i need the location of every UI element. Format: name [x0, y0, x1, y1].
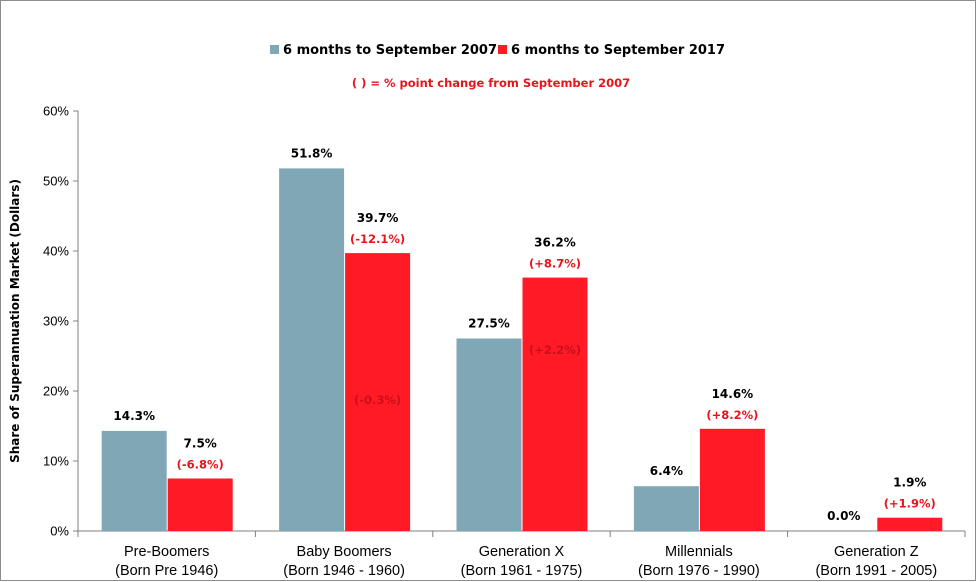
y-tick-label: 20%: [43, 384, 69, 399]
inner-change-label: (-0.3%): [354, 393, 401, 407]
value-label-2007: 6.4%: [650, 464, 683, 478]
x-category-sublabel: (Born 1961 - 1975): [461, 563, 583, 579]
x-category-sublabel: (Born 1976 - 1990): [638, 563, 760, 579]
x-category-label: Generation Z: [834, 544, 919, 560]
value-label-2007: 0.0%: [827, 509, 860, 523]
bar-2007: [101, 430, 167, 531]
legend: 6 months to September 2007 6 months to S…: [270, 43, 725, 58]
y-tick-label: 40%: [43, 244, 69, 259]
x-category-sublabel: (Born 1946 - 1960): [283, 563, 405, 579]
bar-2007: [456, 338, 522, 531]
x-category-sublabel: (Born Pre 1946): [115, 563, 218, 579]
y-axis: 0% 10% 20% 30% 40% 50% 60%: [43, 104, 79, 539]
y-tick-label: 60%: [43, 104, 69, 119]
y-tick-label: 50%: [43, 174, 69, 189]
value-label-2017: 39.7%: [357, 211, 399, 225]
y-tick-label: 30%: [43, 314, 69, 329]
x-category-label: Generation X: [479, 544, 565, 560]
legend-swatch-2007: [270, 45, 279, 54]
bar-2017: [699, 428, 765, 531]
change-label-2017: (+8.7%): [529, 257, 581, 271]
value-label-2007: 51.8%: [291, 146, 333, 160]
legend-swatch-2017: [498, 45, 507, 54]
x-category-label: Millennials: [665, 544, 733, 560]
change-label-2017: (-12.1%): [350, 232, 405, 246]
x-category-label: Pre-Boomers: [124, 544, 209, 560]
change-label-2017: (-6.8%): [177, 458, 224, 472]
legend-label-2017: 6 months to September 2017: [511, 43, 725, 58]
bar-2017: [167, 478, 233, 531]
bar-2017: [345, 253, 411, 531]
value-label-2017: 36.2%: [534, 236, 576, 250]
value-label-2007: 27.5%: [468, 317, 510, 331]
bars: [101, 168, 943, 531]
inner-change-label: (+2.2%): [529, 343, 581, 357]
change-label-2017: (+1.9%): [884, 497, 936, 511]
value-label-2017: 1.9%: [893, 476, 926, 490]
change-label-2017: (+8.2%): [706, 408, 758, 422]
y-axis-label: Share of Superannuation Market (Dollars): [8, 179, 22, 463]
bar-2007: [279, 168, 345, 531]
x-category-label: Baby Boomers: [297, 544, 392, 560]
y-tick-label: 0%: [50, 524, 69, 539]
bar-2017: [877, 517, 943, 531]
bar-2017: [522, 277, 588, 531]
x-category-sublabel: (Born 1991 - 2005): [815, 563, 937, 579]
value-label-2017: 7.5%: [184, 437, 217, 451]
y-tick-label: 10%: [43, 454, 69, 469]
x-axis: Pre-Boomers (Born Pre 1946) Baby Boomers (B…: [77, 530, 966, 579]
value-label-2007: 14.3%: [113, 409, 155, 423]
data-labels: 14.3% 51.8% 27.5% 6.4% 0.0% 7.5% (-6.8%) 39.7% (…: [113, 146, 935, 523]
value-label-2017: 14.6%: [712, 387, 754, 401]
bar-2007: [633, 486, 699, 531]
legend-label-2007: 6 months to September 2007: [283, 43, 497, 58]
chart-note: ( ) = % point change from September 2007: [352, 76, 630, 90]
